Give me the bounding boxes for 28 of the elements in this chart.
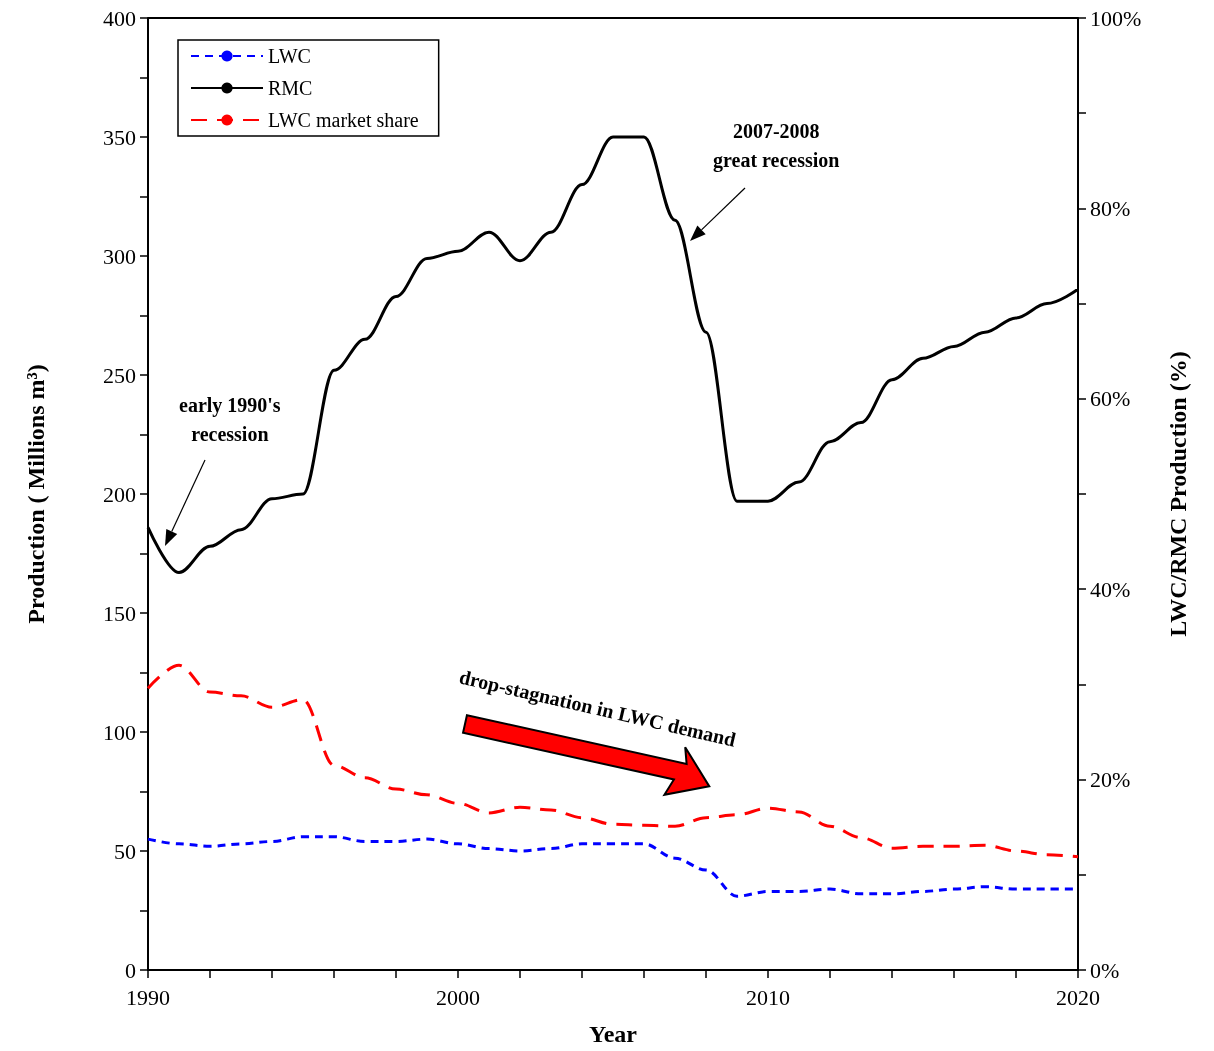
- y2-tick-label: 60%: [1090, 386, 1131, 412]
- y2-tick-label: 0%: [1090, 957, 1120, 983]
- x-tick-label: 2010: [746, 984, 790, 1010]
- y2-tick-label: 20%: [1090, 767, 1131, 793]
- legend-label: LWC market share: [268, 109, 419, 131]
- y2-tick-label: 100%: [1090, 5, 1142, 31]
- y-tick-label: 400: [103, 5, 136, 31]
- x-tick-label: 1990: [126, 984, 170, 1010]
- y-tick-label: 150: [103, 600, 136, 626]
- legend-label: LWC: [268, 45, 311, 67]
- x-tick-label: 2000: [436, 984, 480, 1010]
- y-tick-label: 100: [103, 719, 136, 745]
- x-axis-title: Year: [589, 1021, 638, 1047]
- y-tick-label: 200: [103, 481, 136, 507]
- annotation: early 1990's recession: [179, 393, 281, 447]
- y-tick-label: 300: [103, 243, 136, 269]
- line-series: [146, 663, 1080, 859]
- legend-label: RMC: [268, 77, 313, 99]
- y-tick-label: 350: [103, 124, 136, 150]
- x-tick-label: 2020: [1056, 984, 1100, 1010]
- y2-axis-title: LWC/RMC Production (%): [1165, 351, 1191, 637]
- y2-tick-label: 80%: [1090, 195, 1131, 221]
- y-tick-label: 50: [114, 838, 136, 864]
- y-tick-label: 250: [103, 362, 136, 388]
- y-tick-label: 0: [125, 957, 136, 983]
- annotation: 2007-2008 great recession: [713, 119, 840, 174]
- y2-tick-label: 40%: [1090, 576, 1131, 602]
- y-axis-title: Production ( Millions m³): [23, 364, 49, 624]
